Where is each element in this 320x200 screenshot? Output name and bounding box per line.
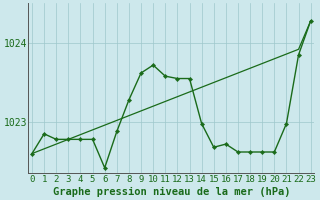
X-axis label: Graphe pression niveau de la mer (hPa): Graphe pression niveau de la mer (hPa) [52,186,290,197]
